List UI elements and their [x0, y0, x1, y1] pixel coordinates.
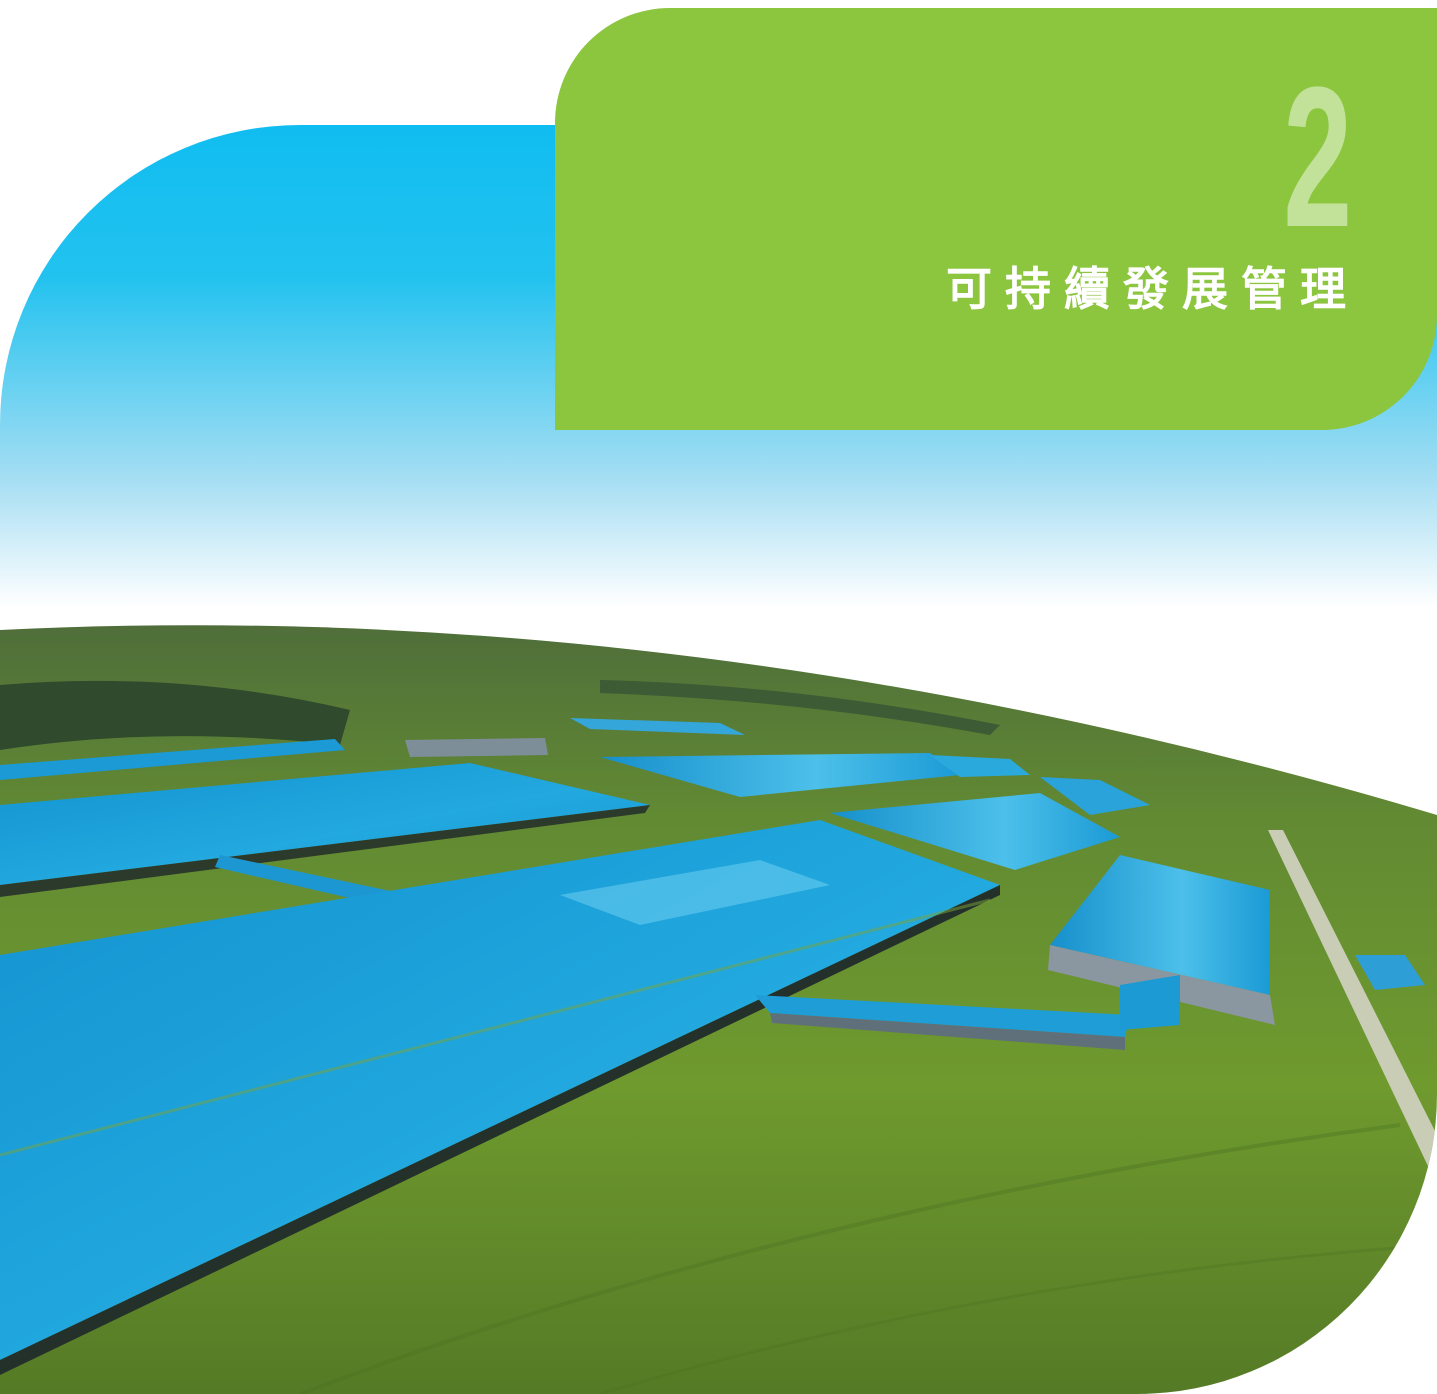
chapter-title: 可持續發展管理	[946, 262, 1359, 316]
chapter-number: 2	[1283, 46, 1352, 269]
chapter-header-panel: 2 可持續發展管理	[555, 8, 1437, 430]
